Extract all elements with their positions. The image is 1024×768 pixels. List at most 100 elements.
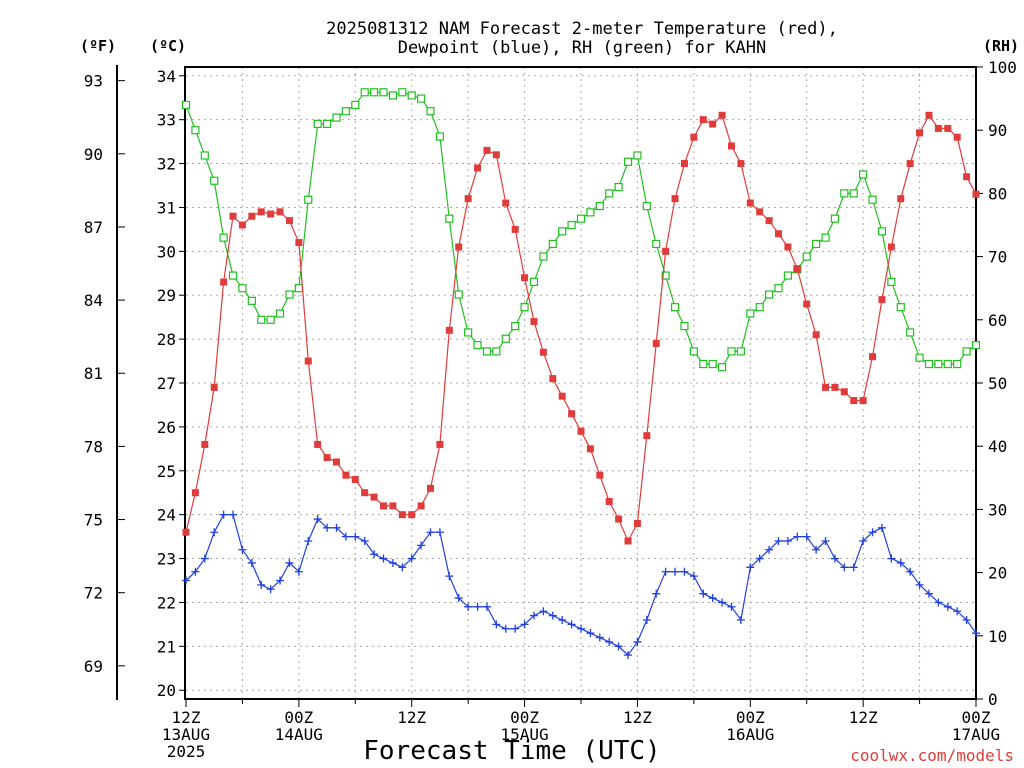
data-point [558, 392, 566, 400]
temperature-series [182, 111, 980, 545]
data-point [285, 558, 294, 567]
time-tick-label: 13AUG [162, 725, 210, 744]
data-point [774, 537, 783, 545]
data-point [605, 189, 614, 198]
data-point [972, 629, 980, 638]
data-point [501, 334, 510, 343]
fahrenheit-tick-label: 84 [84, 291, 103, 310]
data-point [624, 537, 632, 545]
fahrenheit-tick-label: 78 [84, 437, 103, 456]
data-point [831, 383, 839, 391]
data-point [642, 616, 651, 624]
data-point [323, 523, 332, 532]
data-point [248, 212, 256, 220]
data-point [652, 340, 660, 347]
data-point [294, 284, 303, 293]
data-point [689, 572, 698, 581]
time-tick-label: 12Z [172, 708, 201, 727]
data-point [821, 233, 830, 242]
data-point [962, 616, 971, 624]
data-point [972, 190, 980, 198]
data-point [793, 532, 802, 541]
data-point [558, 616, 567, 624]
data-point [285, 290, 294, 299]
data-point [520, 620, 529, 629]
data-point [549, 375, 557, 383]
data-point [661, 567, 670, 576]
data-point [784, 243, 792, 251]
data-point [877, 227, 887, 236]
data-point [380, 502, 387, 510]
data-point [229, 510, 238, 519]
data-point [369, 88, 379, 97]
data-point [238, 221, 246, 229]
data-point [266, 315, 275, 324]
data-point [859, 397, 867, 405]
data-point [464, 602, 473, 611]
data-point [539, 252, 548, 261]
data-point [755, 303, 764, 312]
data-point [417, 541, 426, 550]
data-point [210, 528, 219, 537]
data-point [267, 210, 275, 218]
data-point [502, 199, 510, 207]
rh-tick-label: 70 [988, 248, 1007, 267]
time-tick-label: 12Z [623, 708, 652, 727]
data-point [925, 111, 933, 119]
data-point [200, 554, 209, 563]
data-point [314, 440, 322, 448]
data-point [360, 537, 369, 545]
data-point [878, 296, 886, 304]
data-point [924, 359, 934, 369]
data-point [492, 151, 500, 159]
rh-tick-label: 80 [988, 184, 1007, 203]
data-point [943, 602, 952, 611]
time-tick-label: 00Z [284, 708, 313, 727]
data-point [718, 111, 726, 119]
data-point [633, 519, 641, 527]
data-point [765, 545, 774, 554]
data-point [953, 133, 961, 141]
data-point [699, 589, 708, 598]
data-point [304, 195, 313, 204]
data-point [661, 271, 670, 280]
data-point [275, 309, 285, 318]
data-point [943, 359, 952, 369]
time-tick-label: 14AUG [275, 725, 323, 744]
data-point [877, 523, 886, 532]
data-point [605, 498, 613, 505]
data-point [812, 545, 821, 554]
data-point [388, 558, 397, 567]
dewpoint-series [182, 510, 980, 660]
data-point [332, 523, 341, 532]
data-point [774, 284, 783, 293]
data-point [915, 353, 924, 362]
data-point [247, 558, 256, 567]
data-point [370, 550, 379, 559]
data-point [276, 576, 285, 585]
data-point [690, 133, 698, 141]
data-point [868, 528, 877, 537]
data-point [529, 277, 539, 286]
data-point [736, 347, 745, 356]
data-point [822, 383, 830, 391]
data-point [775, 230, 782, 238]
data-point [718, 598, 727, 607]
data-point [445, 572, 454, 581]
time-tick-label: 2025 [167, 742, 206, 761]
data-point [361, 489, 369, 497]
data-point [501, 624, 510, 633]
data-point [407, 91, 416, 100]
data-point [568, 410, 576, 418]
data-point [971, 340, 981, 350]
data-point [445, 214, 454, 223]
data-point [276, 208, 284, 216]
data-point [783, 537, 792, 545]
data-point [887, 277, 896, 286]
data-point [643, 432, 651, 440]
rh-tick-label: 40 [988, 437, 1007, 456]
data-point [426, 107, 435, 116]
data-point [398, 563, 407, 572]
series-line [185, 114, 977, 543]
data-point [408, 511, 416, 519]
